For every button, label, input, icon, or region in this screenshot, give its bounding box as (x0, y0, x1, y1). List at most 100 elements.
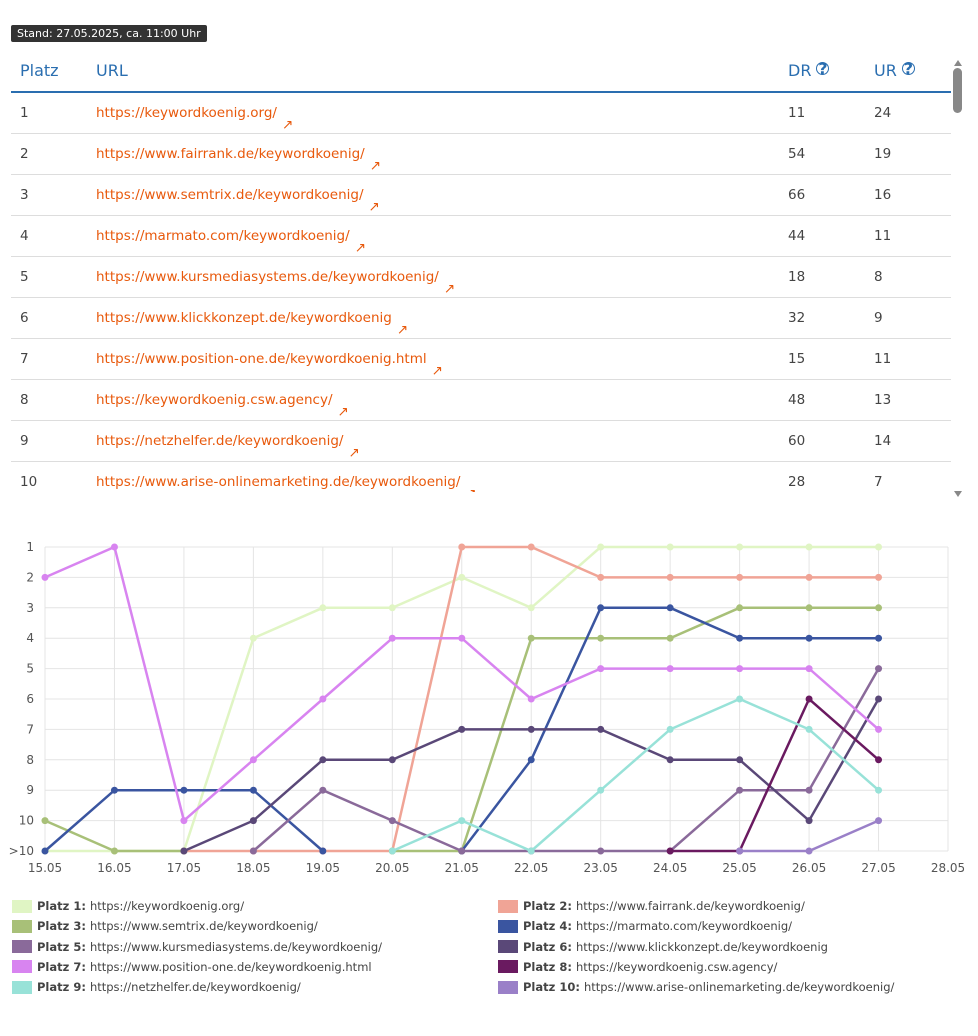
url-link[interactable]: https://www.position-one.de/keywordkoeni… (96, 351, 427, 367)
legend-item[interactable]: Platz 9: https://netzhelfer.de/keywordkoe… (12, 977, 301, 997)
data-point[interactable] (875, 695, 883, 703)
data-point[interactable] (597, 573, 605, 581)
external-link-icon[interactable]: ↗︎ (337, 404, 349, 420)
data-point[interactable] (597, 604, 605, 612)
data-point[interactable] (41, 817, 49, 825)
external-link-icon[interactable]: ↗︎ (281, 117, 294, 133)
data-point[interactable] (805, 634, 813, 642)
data-point[interactable] (249, 634, 257, 642)
data-point[interactable] (736, 543, 744, 551)
help-icon[interactable]: ? (901, 59, 915, 78)
url-link[interactable]: https://marmato.com/keywordkoenig/ (96, 228, 350, 244)
data-point[interactable] (458, 573, 466, 581)
data-point[interactable] (180, 786, 188, 794)
data-point[interactable] (805, 543, 813, 551)
data-point[interactable] (805, 817, 813, 825)
data-point[interactable] (805, 695, 813, 703)
data-point[interactable] (666, 665, 674, 673)
data-point[interactable] (597, 543, 605, 551)
data-point[interactable] (319, 786, 327, 794)
data-point[interactable] (527, 604, 535, 612)
data-point[interactable] (666, 725, 674, 733)
data-point[interactable] (180, 847, 188, 855)
data-point[interactable] (458, 634, 466, 642)
data-point[interactable] (458, 725, 466, 733)
legend-item[interactable]: Platz 10: https://www.arise-onlinemarketi… (498, 977, 894, 997)
data-point[interactable] (736, 847, 744, 855)
data-point[interactable] (388, 634, 396, 642)
data-point[interactable] (527, 695, 535, 703)
data-point[interactable] (805, 786, 813, 794)
data-point[interactable] (805, 573, 813, 581)
data-point[interactable] (875, 573, 883, 581)
data-point[interactable] (527, 634, 535, 642)
external-link-icon[interactable]: ↗︎ (354, 240, 366, 256)
data-point[interactable] (666, 634, 674, 642)
url-link[interactable]: https://keywordkoenig.csw.agency/ (96, 392, 333, 408)
table-scrollbar[interactable] (952, 60, 964, 497)
data-point[interactable] (805, 665, 813, 673)
data-point[interactable] (319, 756, 327, 764)
external-link-icon[interactable]: ↗︎ (369, 158, 382, 174)
legend-item[interactable]: Platz 8: https://keywordkoenig.csw.agency… (498, 957, 777, 977)
data-point[interactable] (249, 786, 257, 794)
data-point[interactable] (319, 847, 327, 855)
data-point[interactable] (875, 604, 883, 612)
url-link[interactable]: https://www.klickkonzept.de/keywordkoeni… (96, 310, 392, 326)
legend-item[interactable]: Platz 7: https://www.position-one.de/keyw… (12, 957, 372, 977)
data-point[interactable] (736, 634, 744, 642)
data-point[interactable] (527, 847, 535, 855)
data-point[interactable] (666, 543, 674, 551)
data-point[interactable] (388, 604, 396, 612)
data-point[interactable] (527, 756, 535, 764)
data-point[interactable] (875, 817, 883, 825)
data-point[interactable] (41, 573, 49, 581)
url-link[interactable]: https://netzhelfer.de/keywordkoenig/ (96, 433, 344, 449)
data-point[interactable] (319, 604, 327, 612)
url-link[interactable]: https://www.arise-onlinemarketing.de/key… (96, 474, 461, 490)
data-point[interactable] (875, 756, 883, 764)
data-point[interactable] (110, 543, 118, 551)
data-point[interactable] (388, 817, 396, 825)
data-point[interactable] (805, 725, 813, 733)
url-link[interactable]: https://www.fairrank.de/keywordkoenig/ (96, 146, 365, 162)
data-point[interactable] (736, 665, 744, 673)
data-point[interactable] (805, 604, 813, 612)
legend-item[interactable]: Platz 2: https://www.fairrank.de/keywordk… (498, 896, 805, 916)
data-point[interactable] (527, 543, 535, 551)
data-point[interactable] (249, 756, 257, 764)
data-point[interactable] (180, 817, 188, 825)
scrollbar-thumb[interactable] (953, 68, 962, 113)
data-point[interactable] (597, 634, 605, 642)
data-point[interactable] (666, 604, 674, 612)
data-point[interactable] (597, 847, 605, 855)
data-point[interactable] (875, 665, 883, 673)
data-point[interactable] (388, 756, 396, 764)
data-point[interactable] (458, 543, 466, 551)
data-point[interactable] (527, 725, 535, 733)
data-point[interactable] (875, 786, 883, 794)
external-link-icon[interactable]: ↗︎ (396, 322, 409, 338)
data-point[interactable] (666, 756, 674, 764)
help-icon[interactable]: ? (816, 59, 830, 78)
url-link[interactable]: https://keywordkoenig.org/ (96, 105, 277, 121)
data-point[interactable] (736, 573, 744, 581)
data-point[interactable] (666, 847, 674, 855)
data-point[interactable] (110, 847, 118, 855)
data-point[interactable] (736, 695, 744, 703)
data-point[interactable] (875, 543, 883, 551)
data-point[interactable] (666, 573, 674, 581)
external-link-icon[interactable]: ↗︎ (465, 486, 476, 492)
data-point[interactable] (736, 786, 744, 794)
data-point[interactable] (875, 725, 883, 733)
data-point[interactable] (736, 604, 744, 612)
external-link-icon[interactable]: ↗︎ (368, 199, 380, 215)
scroll-up-icon[interactable] (954, 60, 962, 66)
data-point[interactable] (249, 847, 257, 855)
legend-item[interactable]: Platz 1: https://keywordkoenig.org/ (12, 896, 244, 916)
data-point[interactable] (41, 847, 49, 855)
data-point[interactable] (110, 786, 118, 794)
external-link-icon[interactable]: ↗︎ (348, 445, 360, 461)
data-point[interactable] (805, 847, 813, 855)
data-point[interactable] (597, 725, 605, 733)
